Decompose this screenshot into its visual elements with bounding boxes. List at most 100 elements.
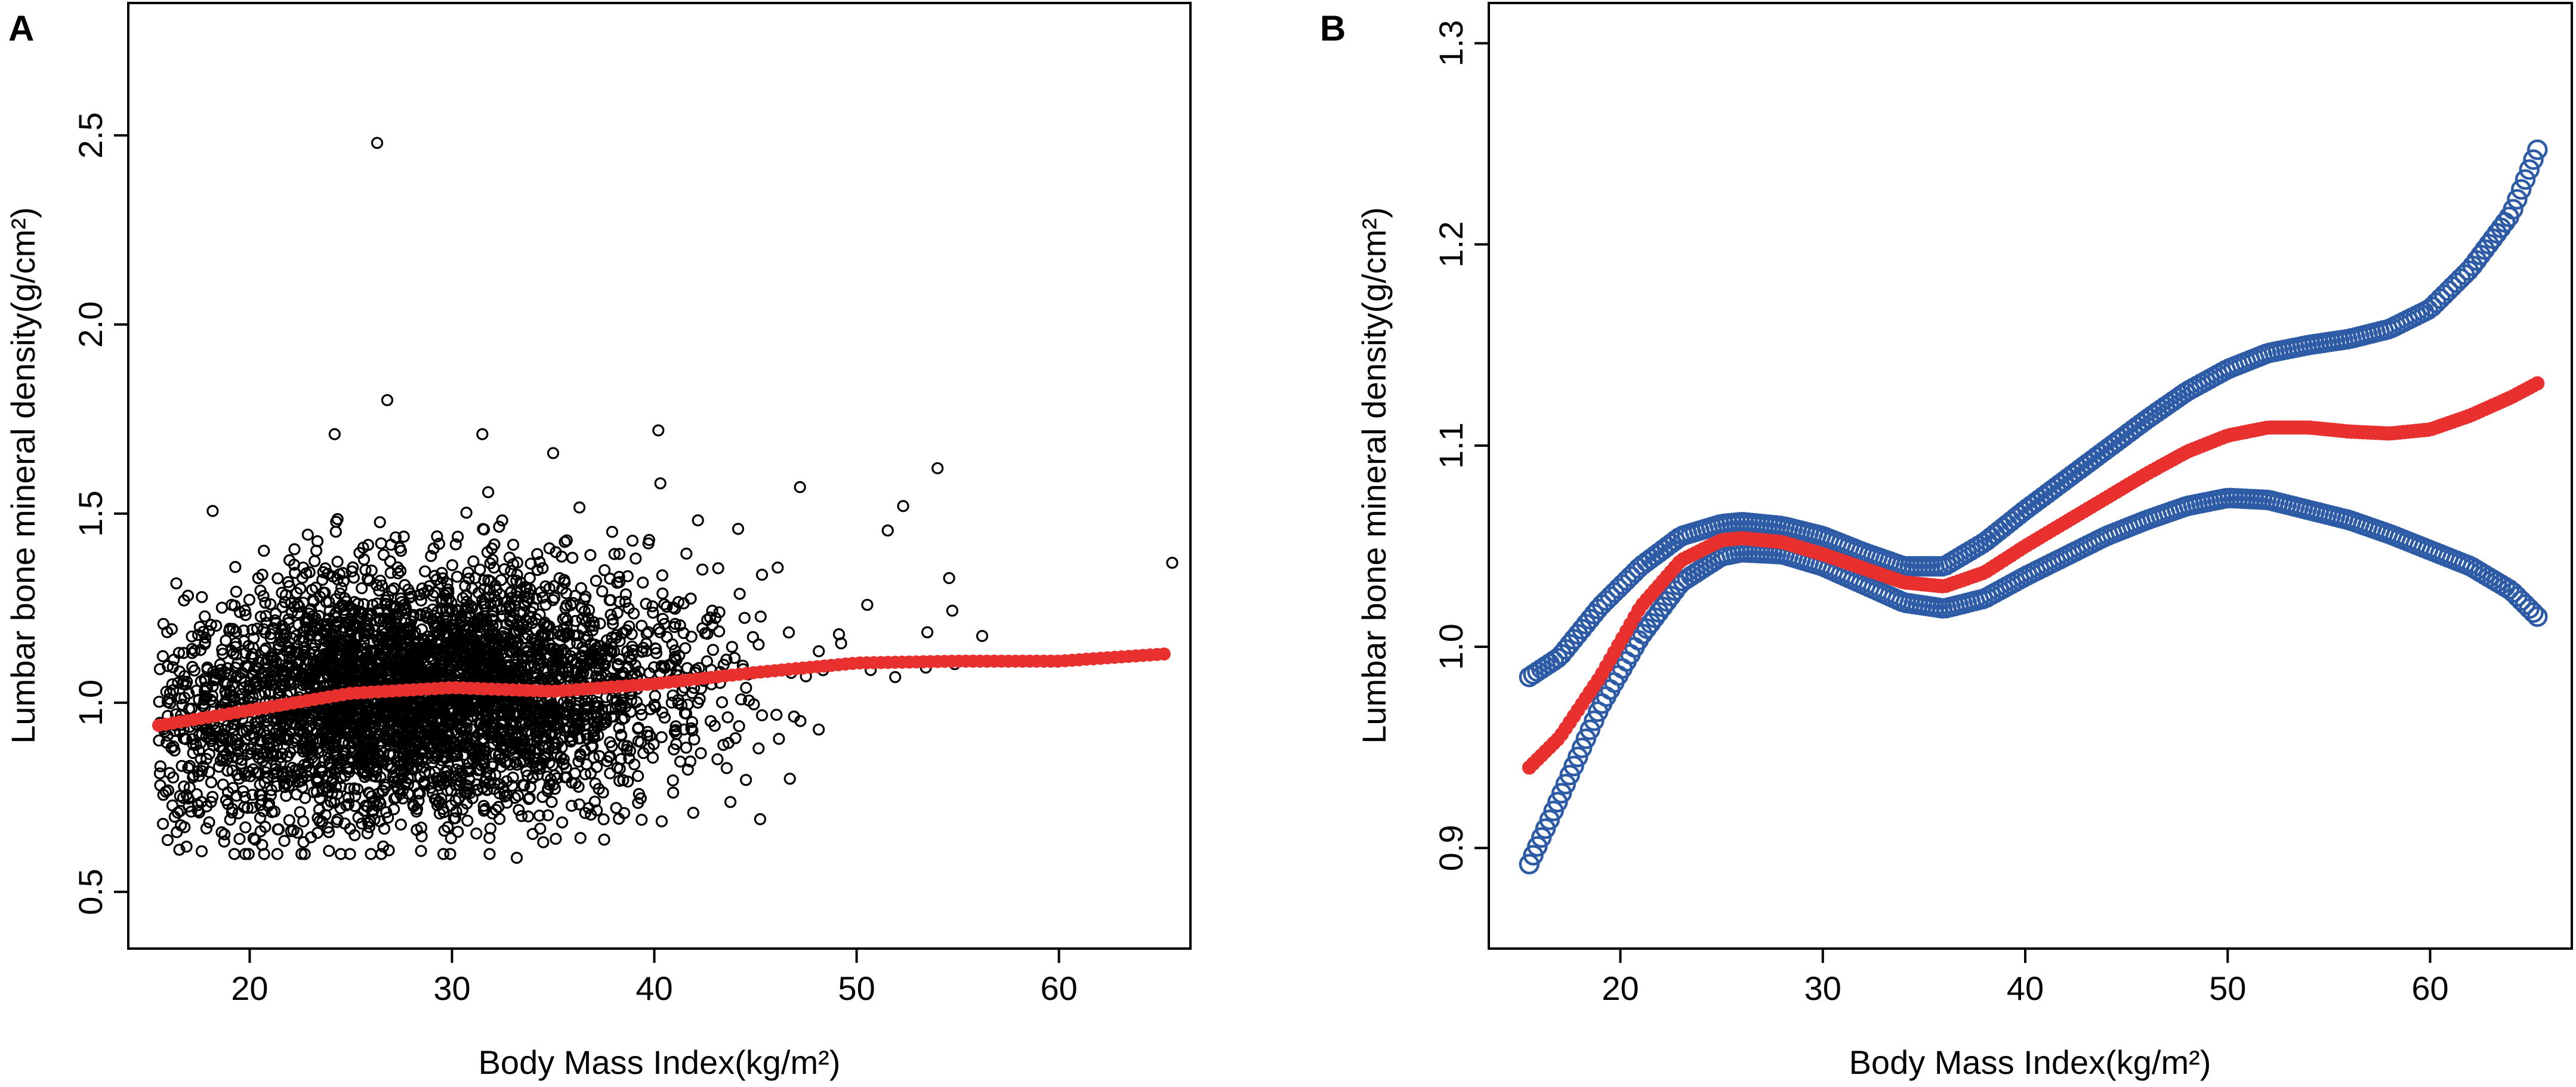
scatter-point — [419, 708, 432, 721]
x-tick-label: 60 — [2411, 969, 2448, 1007]
scatter-point — [616, 713, 628, 726]
scatter-point — [289, 567, 301, 579]
scatter-point — [812, 723, 825, 736]
scatter-point — [525, 660, 538, 673]
scatter-point — [715, 696, 729, 709]
scatter-point — [448, 812, 460, 825]
scatter-point — [486, 613, 498, 626]
scatter-point — [722, 737, 735, 749]
scatter-point — [235, 754, 248, 766]
scatter-point — [349, 789, 362, 802]
scatter-point — [206, 790, 219, 803]
scatter-point — [325, 716, 337, 728]
scatter-point — [388, 582, 400, 595]
scatter-point — [378, 822, 391, 835]
scatter-point — [465, 600, 477, 612]
scatter-point — [385, 584, 398, 597]
scatter-point — [534, 822, 547, 835]
scatter-point — [752, 638, 765, 651]
scatter-point — [303, 614, 315, 628]
scatter-point — [375, 653, 387, 666]
scatter-point — [417, 656, 430, 668]
scatter-point — [183, 781, 196, 794]
panel-b-y-axis: 0.91.01.11.21.3 — [1432, 20, 1489, 871]
scatter-point — [602, 703, 615, 717]
scatter-point — [168, 744, 181, 757]
fitted-curve-point — [2530, 376, 2545, 391]
scatter-point — [443, 738, 456, 751]
scatter-point — [582, 703, 594, 716]
scatter-point — [619, 588, 633, 601]
scatter-point — [609, 703, 622, 715]
scatter-point — [633, 788, 645, 801]
scatter-point — [369, 770, 382, 783]
scatter-point — [613, 635, 626, 647]
scatter-point — [484, 575, 497, 588]
scatter-point — [297, 668, 310, 680]
scatter-point — [442, 821, 454, 833]
scatter-point — [419, 565, 431, 578]
scatter-point — [606, 617, 619, 630]
scatter-point — [437, 739, 449, 752]
scatter-point — [294, 582, 307, 595]
scatter-point — [612, 658, 624, 671]
scatter-point — [514, 664, 526, 677]
ci-band-point — [2510, 179, 2532, 200]
scatter-point — [466, 582, 479, 595]
scatter-point — [282, 750, 294, 762]
scatter-point — [471, 641, 484, 654]
scatter-point — [366, 734, 379, 746]
scatter-point — [493, 520, 505, 533]
scatter-point — [738, 612, 751, 624]
scatter-point — [589, 777, 601, 790]
panel-b-x-axis: 20 30 40 50 60 — [1602, 949, 2449, 1007]
scatter-point — [681, 763, 694, 776]
scatter-point — [243, 594, 255, 606]
scatter-point — [430, 645, 442, 658]
scatter-point — [221, 764, 234, 777]
ci-band-point — [2515, 169, 2536, 190]
scatter-point — [496, 514, 508, 527]
scatter-point — [610, 802, 622, 814]
scatter-point — [628, 758, 641, 771]
scatter-point — [377, 840, 390, 853]
scatter-point — [422, 584, 434, 597]
scatter-point — [517, 606, 530, 619]
scatter-point — [721, 711, 734, 724]
scatter-point — [635, 708, 648, 721]
scatter-point — [543, 542, 556, 555]
ci-band-point — [1563, 755, 1584, 777]
scatter-point — [344, 823, 356, 835]
scatter-point — [171, 806, 184, 819]
scatter-point — [696, 563, 709, 576]
scatter-point — [441, 577, 454, 589]
scatter-point — [402, 583, 415, 596]
scatter-point — [669, 617, 681, 630]
scatter-point — [229, 561, 242, 573]
scatter-point — [889, 671, 902, 684]
scatter-point — [418, 775, 431, 788]
scatter-point — [201, 661, 214, 674]
scatter-point — [296, 771, 308, 784]
scatter-point — [361, 827, 374, 839]
scatter-point — [946, 604, 959, 617]
scatter-point — [579, 807, 591, 819]
y-tick-label: 1.3 — [1432, 20, 1470, 67]
scatter-point — [569, 657, 582, 669]
scatter-point — [286, 736, 299, 749]
scatter-point — [733, 720, 745, 733]
scatter-point — [655, 731, 668, 743]
scatter-point — [362, 671, 375, 684]
scatter-point — [488, 605, 500, 617]
scatter-point — [582, 604, 596, 616]
scatter-point — [661, 600, 673, 613]
scatter-point — [180, 678, 192, 691]
scatter-point — [394, 592, 407, 605]
scatter-point — [402, 772, 414, 785]
scatter-point — [498, 563, 511, 576]
scatter-point — [262, 799, 274, 813]
scatter-point — [304, 831, 317, 844]
scatter-point — [613, 774, 626, 788]
scatter-point — [678, 707, 692, 719]
scatter-point — [425, 549, 437, 563]
